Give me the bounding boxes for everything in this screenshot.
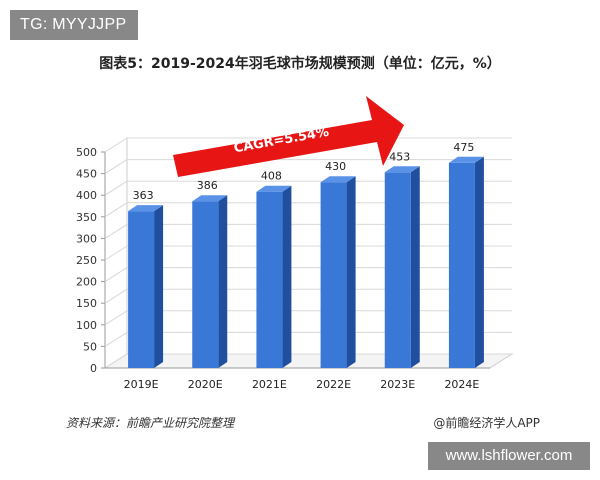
bar-side bbox=[346, 176, 356, 368]
gridline-depth bbox=[104, 159, 128, 175]
y-tick-label: 250 bbox=[76, 254, 97, 267]
bar bbox=[256, 191, 283, 368]
bar-side bbox=[474, 156, 484, 368]
bar-top bbox=[256, 185, 292, 192]
data-label: 408 bbox=[261, 170, 282, 183]
y-tick-label: 400 bbox=[76, 189, 97, 202]
gridline-depth bbox=[104, 310, 128, 326]
y-tick-label: 100 bbox=[76, 319, 97, 332]
data-label: 453 bbox=[389, 150, 410, 163]
y-tick-label: 150 bbox=[76, 297, 97, 310]
y-tick-label: 0 bbox=[90, 362, 97, 375]
gridline-depth bbox=[104, 180, 128, 196]
data-label: 475 bbox=[453, 141, 474, 154]
gridline-depth bbox=[104, 137, 128, 153]
source-note: 资料来源：前瞻产业研究院整理 bbox=[66, 416, 235, 430]
data-label: 386 bbox=[197, 179, 218, 192]
chart-title: 图表5：2019-2024年羽毛球市场规模预测（单位：亿元，%） bbox=[99, 56, 501, 72]
watermark-tag: TG: MYYJJPP bbox=[10, 10, 138, 40]
y-tick-label: 450 bbox=[76, 168, 97, 181]
y-tick-label: 50 bbox=[83, 340, 97, 353]
bar bbox=[192, 201, 219, 368]
x-tick-label: 2024E bbox=[444, 378, 479, 391]
data-label: 363 bbox=[133, 189, 154, 202]
bar-top bbox=[448, 156, 484, 163]
y-tick-label: 350 bbox=[76, 211, 97, 224]
publisher-credit: @前瞻经济学人APP bbox=[433, 416, 540, 430]
x-tick-label: 2022E bbox=[316, 378, 351, 391]
gridline-depth bbox=[104, 288, 128, 304]
y-tick-label: 500 bbox=[76, 146, 97, 159]
bar bbox=[384, 172, 411, 368]
bar bbox=[448, 162, 475, 368]
x-tick-label: 2019E bbox=[124, 378, 159, 391]
bar bbox=[128, 211, 155, 368]
x-tick-label: 2023E bbox=[380, 378, 415, 391]
y-tick-label: 300 bbox=[76, 232, 97, 245]
y-tick-label: 200 bbox=[76, 276, 97, 289]
gridline-depth bbox=[104, 267, 128, 283]
data-label: 430 bbox=[325, 160, 346, 173]
bar bbox=[320, 182, 347, 368]
bar-top bbox=[192, 195, 228, 202]
gridline-depth bbox=[104, 331, 128, 347]
bar-top bbox=[320, 176, 356, 183]
bar-side bbox=[282, 185, 292, 368]
gridline-depth bbox=[104, 245, 128, 261]
bar-side bbox=[410, 166, 420, 368]
bar-top bbox=[384, 166, 420, 173]
gridline-depth bbox=[104, 202, 128, 218]
x-tick-label: 2021E bbox=[252, 378, 287, 391]
cagr-arrow bbox=[173, 96, 404, 177]
gridline-depth bbox=[104, 353, 128, 369]
x-tick-label: 2020E bbox=[188, 378, 223, 391]
gridline-depth bbox=[104, 223, 128, 239]
bar-side bbox=[218, 195, 228, 368]
site-watermark: www.lshflower.com bbox=[428, 442, 590, 470]
bar-top bbox=[128, 205, 164, 212]
bar-side bbox=[154, 205, 164, 368]
